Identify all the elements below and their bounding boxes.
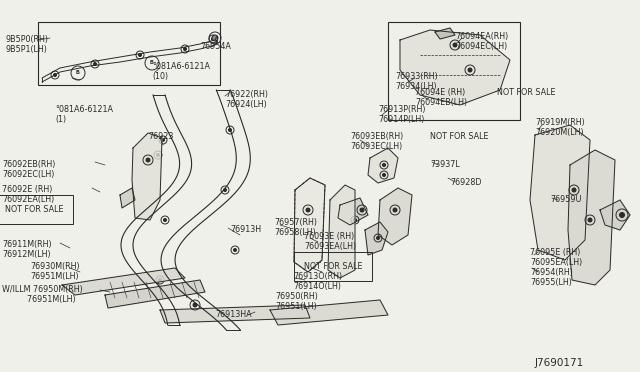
Text: 76094EA(RH)
76094EC(LH): 76094EA(RH) 76094EC(LH) bbox=[455, 32, 508, 51]
Circle shape bbox=[161, 138, 164, 141]
Text: 76094E (RH)
76094EB(LH): 76094E (RH) 76094EB(LH) bbox=[415, 88, 467, 108]
Text: 76923: 76923 bbox=[148, 132, 173, 141]
Circle shape bbox=[93, 62, 97, 65]
Polygon shape bbox=[365, 222, 388, 255]
Circle shape bbox=[193, 303, 197, 307]
Polygon shape bbox=[368, 148, 398, 183]
Polygon shape bbox=[120, 188, 135, 208]
Circle shape bbox=[453, 43, 457, 47]
Circle shape bbox=[163, 218, 166, 221]
Bar bbox=[388, 22, 520, 120]
Circle shape bbox=[234, 248, 237, 251]
Text: NOT FOR SALE: NOT FOR SALE bbox=[430, 132, 488, 141]
Circle shape bbox=[353, 218, 356, 221]
Circle shape bbox=[228, 128, 232, 131]
Text: W/ILLM 76950M(RH)
          76951M(LH): W/ILLM 76950M(RH) 76951M(LH) bbox=[2, 285, 83, 304]
Text: 76092E (RH)
76092EA(LH): 76092E (RH) 76092EA(LH) bbox=[2, 185, 54, 204]
Polygon shape bbox=[62, 268, 185, 295]
Polygon shape bbox=[568, 150, 615, 285]
Text: B: B bbox=[76, 71, 80, 76]
Polygon shape bbox=[600, 200, 630, 230]
Polygon shape bbox=[435, 28, 455, 39]
Circle shape bbox=[572, 188, 576, 192]
Text: 76959U: 76959U bbox=[550, 195, 582, 204]
Circle shape bbox=[184, 48, 186, 51]
Text: 76913O(RH)
76914O(LH): 76913O(RH) 76914O(LH) bbox=[293, 272, 342, 291]
Polygon shape bbox=[400, 30, 510, 105]
Polygon shape bbox=[530, 125, 590, 260]
Circle shape bbox=[383, 173, 385, 176]
Text: 76092EB(RH)
76092EC(LH): 76092EB(RH) 76092EC(LH) bbox=[2, 160, 56, 179]
Text: B: B bbox=[150, 61, 154, 65]
Text: 9B5P0(RH)
9B5P1(LH): 9B5P0(RH) 9B5P1(LH) bbox=[5, 35, 48, 54]
Circle shape bbox=[212, 35, 218, 41]
Text: 76954A: 76954A bbox=[200, 42, 231, 51]
Text: 76093EB(RH)
76093EC(LH): 76093EB(RH) 76093EC(LH) bbox=[350, 132, 403, 151]
Text: 76922(RH)
76924(LH): 76922(RH) 76924(LH) bbox=[225, 90, 268, 109]
Circle shape bbox=[306, 208, 310, 212]
Circle shape bbox=[360, 208, 364, 212]
Circle shape bbox=[157, 154, 159, 157]
Circle shape bbox=[588, 218, 592, 222]
Polygon shape bbox=[160, 305, 310, 323]
Text: 76957(RH)
76958(LH): 76957(RH) 76958(LH) bbox=[274, 218, 317, 237]
Polygon shape bbox=[328, 185, 355, 278]
Polygon shape bbox=[378, 188, 412, 245]
Text: 76911M(RH)
76912M(LH): 76911M(RH) 76912M(LH) bbox=[2, 240, 52, 259]
Text: 76954(RH)
76955(LH): 76954(RH) 76955(LH) bbox=[530, 268, 573, 288]
Circle shape bbox=[211, 38, 214, 41]
Text: 76930M(RH)
76951M(LH): 76930M(RH) 76951M(LH) bbox=[30, 262, 79, 281]
Text: °081A6-6121A
(1): °081A6-6121A (1) bbox=[55, 105, 113, 124]
Text: 76919M(RH)
76920M(LH): 76919M(RH) 76920M(LH) bbox=[535, 118, 585, 137]
Text: 73937L: 73937L bbox=[430, 160, 460, 169]
Polygon shape bbox=[294, 178, 325, 272]
Text: 76913P(RH)
76914P(LH): 76913P(RH) 76914P(LH) bbox=[378, 105, 426, 124]
Text: 76950(RH)
76951(LH): 76950(RH) 76951(LH) bbox=[275, 292, 318, 311]
Polygon shape bbox=[132, 133, 162, 220]
Circle shape bbox=[393, 208, 397, 212]
Circle shape bbox=[620, 212, 625, 218]
Polygon shape bbox=[338, 198, 368, 225]
Text: 76933(RH)
76934(LH): 76933(RH) 76934(LH) bbox=[395, 72, 438, 92]
Circle shape bbox=[159, 279, 161, 282]
Circle shape bbox=[54, 74, 56, 77]
Circle shape bbox=[383, 164, 385, 167]
Text: NOT FOR SALE: NOT FOR SALE bbox=[304, 262, 362, 271]
Circle shape bbox=[146, 158, 150, 162]
Circle shape bbox=[468, 68, 472, 72]
Text: °081A6-6121A
(10): °081A6-6121A (10) bbox=[152, 62, 210, 81]
Text: 76913HA: 76913HA bbox=[215, 310, 252, 319]
Text: J7690171: J7690171 bbox=[535, 358, 584, 368]
Circle shape bbox=[138, 54, 141, 57]
Polygon shape bbox=[105, 280, 205, 308]
Text: NOT FOR SALE: NOT FOR SALE bbox=[497, 88, 556, 97]
Circle shape bbox=[376, 237, 380, 240]
Text: 76093E (RH)
76093EA(LH): 76093E (RH) 76093EA(LH) bbox=[304, 232, 356, 251]
Text: 76095E (RH)
76095EA(LH): 76095E (RH) 76095EA(LH) bbox=[530, 248, 582, 267]
Text: 76913H: 76913H bbox=[230, 225, 261, 234]
Circle shape bbox=[223, 189, 227, 192]
Text: 76928D: 76928D bbox=[450, 178, 481, 187]
Bar bbox=[38, 22, 220, 85]
Polygon shape bbox=[270, 300, 388, 325]
Text: NOT FOR SALE: NOT FOR SALE bbox=[5, 205, 63, 214]
